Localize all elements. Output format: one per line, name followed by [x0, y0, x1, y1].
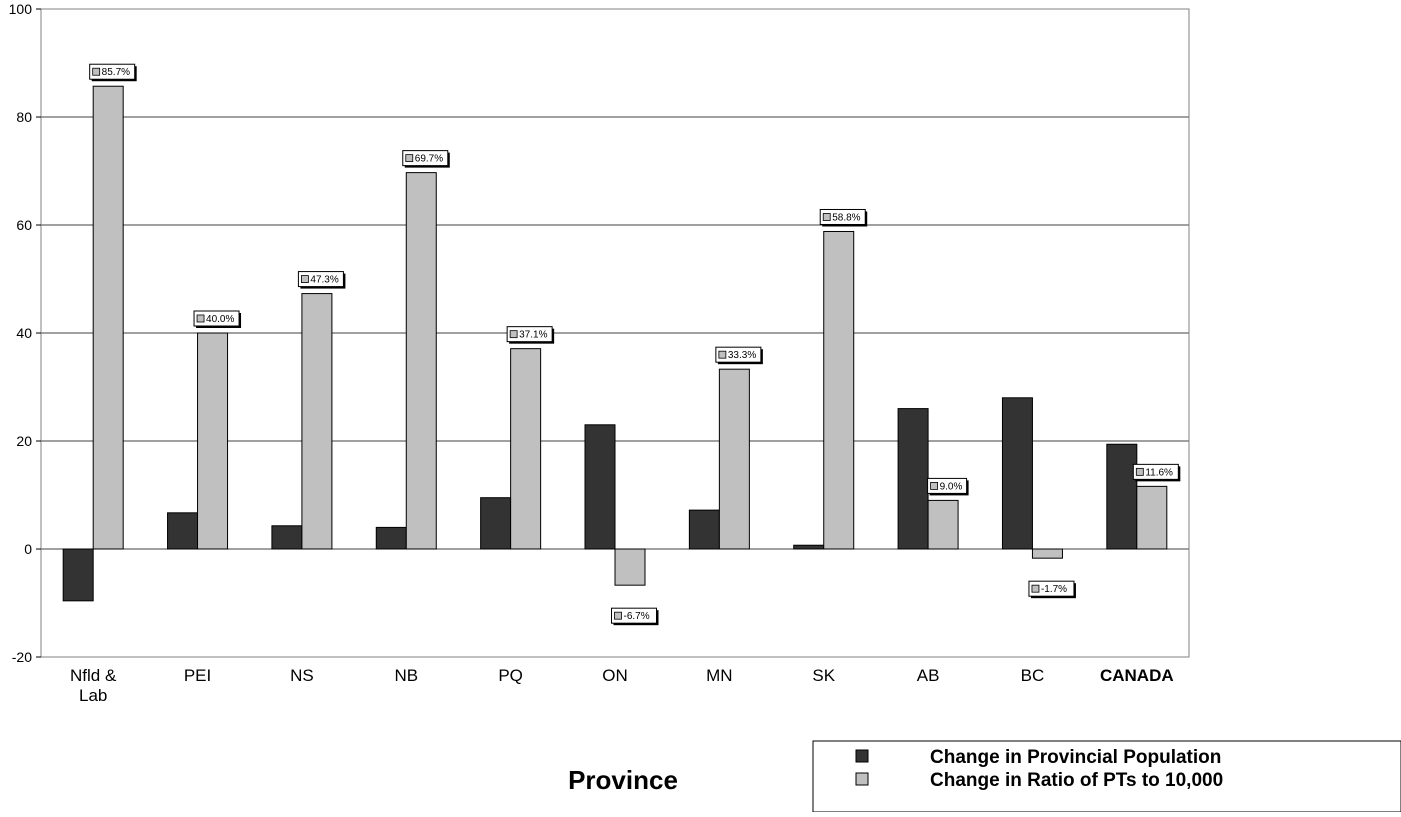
category-label: PQ	[498, 666, 523, 685]
svg-text:69.7%: 69.7%	[415, 154, 443, 165]
bar-population-change	[167, 512, 199, 550]
y-tick-label: 20	[16, 433, 32, 449]
category-label: PEI	[184, 666, 211, 685]
bar-population-change	[1106, 443, 1138, 550]
category-label: BC	[1021, 666, 1045, 685]
y-tick-label: 0	[24, 541, 32, 557]
data-label: 9.0%	[927, 477, 969, 496]
category-label: NB	[394, 666, 418, 685]
svg-text:11.6%: 11.6%	[1145, 467, 1173, 478]
bar-pt-ratio-change	[197, 332, 229, 550]
data-label: -6.7%	[611, 607, 659, 626]
bar-population-change	[480, 497, 512, 550]
svg-text:37.1%: 37.1%	[519, 330, 547, 341]
data-label: 40.0%	[193, 310, 242, 328]
category-label: CANADA	[1100, 666, 1174, 685]
svg-text:85.7%: 85.7%	[102, 67, 130, 78]
data-labels: 85.7% 40.0% 47.3% 69.7% 37.1% -6.7% 33.3% 58.8%…	[89, 63, 1181, 626]
data-label: -1.7%	[1028, 580, 1076, 599]
data-label: 47.3%	[297, 271, 346, 289]
bars	[62, 85, 1168, 602]
bar-pt-ratio-change	[301, 293, 333, 550]
data-label: 85.7%	[89, 63, 137, 82]
data-label: 58.8%	[819, 208, 868, 227]
category-label: Nfld & Lab	[70, 666, 117, 705]
bar-pt-ratio-change	[718, 368, 750, 550]
bar-population-change	[688, 509, 720, 550]
category-label: AB	[917, 666, 940, 685]
category-labels: Nfld & Lab PEI NS NB PQ ON MN SK AB BC CANADA	[70, 666, 1174, 705]
legend-swatch	[855, 749, 869, 763]
bar-pt-ratio-change	[823, 230, 855, 550]
category-label: ON	[602, 666, 628, 685]
bar-pt-ratio-change	[510, 348, 542, 550]
svg-text:-1.7%: -1.7%	[1041, 584, 1067, 595]
svg-text:40.0%: 40.0%	[206, 314, 234, 325]
bar-pt-ratio-change	[405, 172, 437, 550]
bar-population-change	[793, 544, 825, 550]
svg-text:58.8%: 58.8%	[832, 212, 860, 223]
data-label: 33.3%	[715, 346, 763, 365]
y-tick-label: 40	[16, 325, 32, 341]
bar-population-change	[375, 526, 407, 550]
svg-text:9.0%: 9.0%	[940, 481, 963, 492]
data-label: 11.6%	[1132, 463, 1181, 482]
bar-population-change	[1001, 397, 1033, 550]
bar-population-change	[584, 424, 616, 550]
bar-population-change	[271, 525, 303, 550]
category-label: SK	[812, 666, 835, 685]
y-tick-label: 100	[9, 1, 33, 17]
category-label: NS	[290, 666, 314, 685]
bar-population-change	[897, 408, 929, 550]
y-tick-label: -20	[12, 649, 32, 665]
y-tick-label: 80	[16, 109, 32, 125]
x-axis-title: Province	[568, 765, 678, 795]
legend-entry: Change in Ratio of PTs to 10,000	[930, 770, 1223, 791]
axes: -20 0 20 40 60 80 100	[9, 1, 41, 665]
bar-pt-ratio-change	[1136, 485, 1168, 550]
legend-frame	[812, 740, 1401, 813]
category-label: MN	[706, 666, 732, 685]
svg-text:-6.7%: -6.7%	[624, 611, 650, 622]
legend-entry: Change in Provincial Population	[930, 747, 1221, 768]
svg-text:47.3%: 47.3%	[310, 275, 338, 286]
data-label: 69.7%	[402, 150, 450, 168]
svg-text:33.3%: 33.3%	[728, 350, 756, 361]
y-tick-label: 60	[16, 217, 32, 233]
bar-pt-ratio-change	[92, 85, 124, 550]
data-label: 37.1%	[506, 326, 555, 344]
bar-pt-ratio-change	[927, 499, 959, 550]
bar-pt-ratio-change	[1031, 548, 1063, 559]
legend-swatch	[855, 772, 869, 786]
bar-population-change	[62, 548, 94, 602]
bar-pt-ratio-change	[614, 548, 646, 586]
